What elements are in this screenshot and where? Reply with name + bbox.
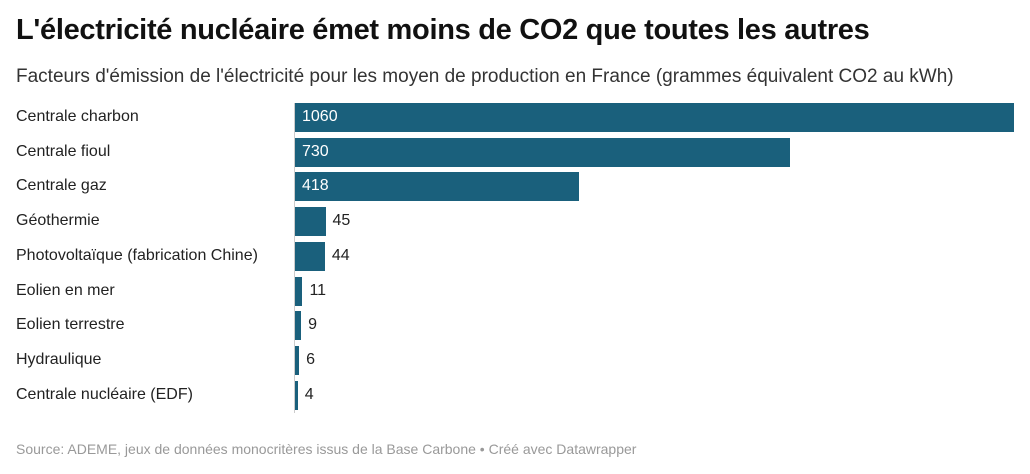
bar	[295, 103, 1014, 132]
bar-row: Eolien terrestre 9	[0, 311, 1030, 341]
value-label: 1060	[302, 108, 338, 125]
bar-row: Hydraulique 6	[0, 345, 1030, 376]
bar-chart: Centrale charbon 1060 Centrale fioul 730 Cen…	[0, 103, 1030, 413]
bar	[295, 137, 791, 167]
value-label: 9	[308, 316, 317, 334]
bar	[295, 172, 579, 202]
value-label: 4	[304, 385, 314, 403]
bar-row: Centrale nucléaire (EDF) 4	[0, 380, 1030, 411]
bar-row: Centrale gaz 418	[0, 172, 1030, 202]
bar	[295, 207, 326, 237]
bar	[295, 345, 300, 375]
bar	[295, 311, 302, 341]
value-label: 418	[302, 177, 329, 195]
value-label: 6	[306, 350, 315, 368]
category-label: Hydraulique	[16, 350, 102, 368]
bar-row: Centrale charbon 1060	[0, 103, 1030, 133]
value-label: 730	[302, 142, 329, 160]
bar-row: Photovoltaïque (fabrication Chine) 44	[0, 241, 1030, 272]
category-label: Géothermie	[16, 212, 100, 230]
category-label: Centrale gaz	[16, 177, 107, 195]
value-label: 44	[331, 246, 350, 264]
bar	[295, 380, 298, 410]
bar-row: Eolien en mer 11	[0, 276, 1030, 307]
category-label: Centrale fioul	[16, 142, 111, 160]
category-label: Eolien en mer	[16, 281, 115, 299]
category-label: Eolien terrestre	[16, 316, 125, 334]
category-label: Centrale charbon	[16, 108, 139, 125]
source-note: Source: ADEME, jeux de données monocritè…	[16, 441, 637, 457]
category-label: Photovoltaïque (fabrication Chine)	[16, 246, 258, 264]
bar	[295, 241, 325, 271]
value-label: 11	[309, 281, 327, 299]
chart-subtitle: Facteurs d'émission de l'électricité pou…	[16, 66, 954, 87]
bar-row: Géothermie 45	[0, 207, 1030, 237]
bar-row: Centrale fioul 730	[0, 137, 1030, 168]
baseline-axis	[294, 103, 295, 413]
category-label: Centrale nucléaire (EDF)	[16, 385, 193, 403]
chart-title: L'électricité nucléaire émet moins de CO…	[16, 14, 870, 46]
value-label: 45	[332, 212, 351, 230]
bar	[295, 276, 303, 306]
